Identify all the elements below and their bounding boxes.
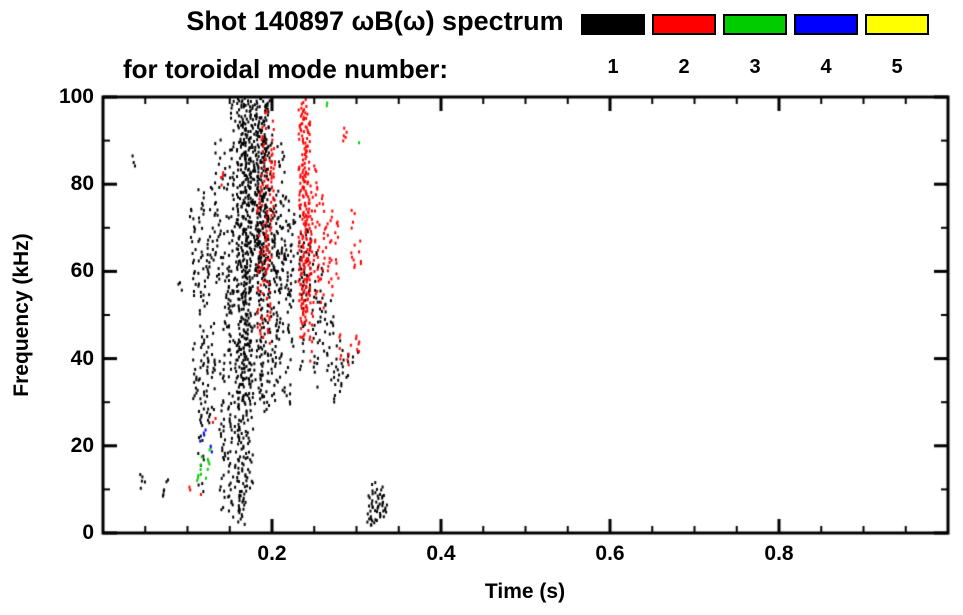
legend-swatch-2 <box>652 14 716 35</box>
chart-title: Shot 140897 ωB(ω) spectrum <box>186 6 564 36</box>
y-tick-label-100: 100 <box>58 85 94 108</box>
y-tick-label-40: 40 <box>70 346 94 370</box>
x-tick-label-0.2: 0.2 <box>257 542 287 565</box>
legend-swatch-5 <box>865 14 929 35</box>
x-axis-label: Time (s) <box>484 580 566 603</box>
legend-label-4: 4 <box>820 56 832 78</box>
y-tick-label-60: 60 <box>70 259 94 283</box>
chart-subtitle: for toroidal mode number: <box>123 54 448 84</box>
legend-label-1: 1 <box>607 56 619 78</box>
x-tick-label-0.6: 0.6 <box>595 542 625 565</box>
y-tick-label-80: 80 <box>70 172 94 196</box>
legend-label-3: 3 <box>749 56 761 78</box>
x-tick-label-0.8: 0.8 <box>764 542 794 565</box>
legend-swatch-4 <box>794 14 858 35</box>
legend-swatch-3 <box>723 14 787 35</box>
y-tick-label-0: 0 <box>82 521 94 544</box>
legend-label-5: 5 <box>891 56 903 78</box>
x-tick-label-0.4: 0.4 <box>426 542 456 565</box>
legend-swatch-1 <box>581 14 645 35</box>
y-axis-label: Frequency (kHz) <box>10 233 33 397</box>
y-tick-label-20: 20 <box>70 433 94 457</box>
legend-label-2: 2 <box>678 56 690 78</box>
